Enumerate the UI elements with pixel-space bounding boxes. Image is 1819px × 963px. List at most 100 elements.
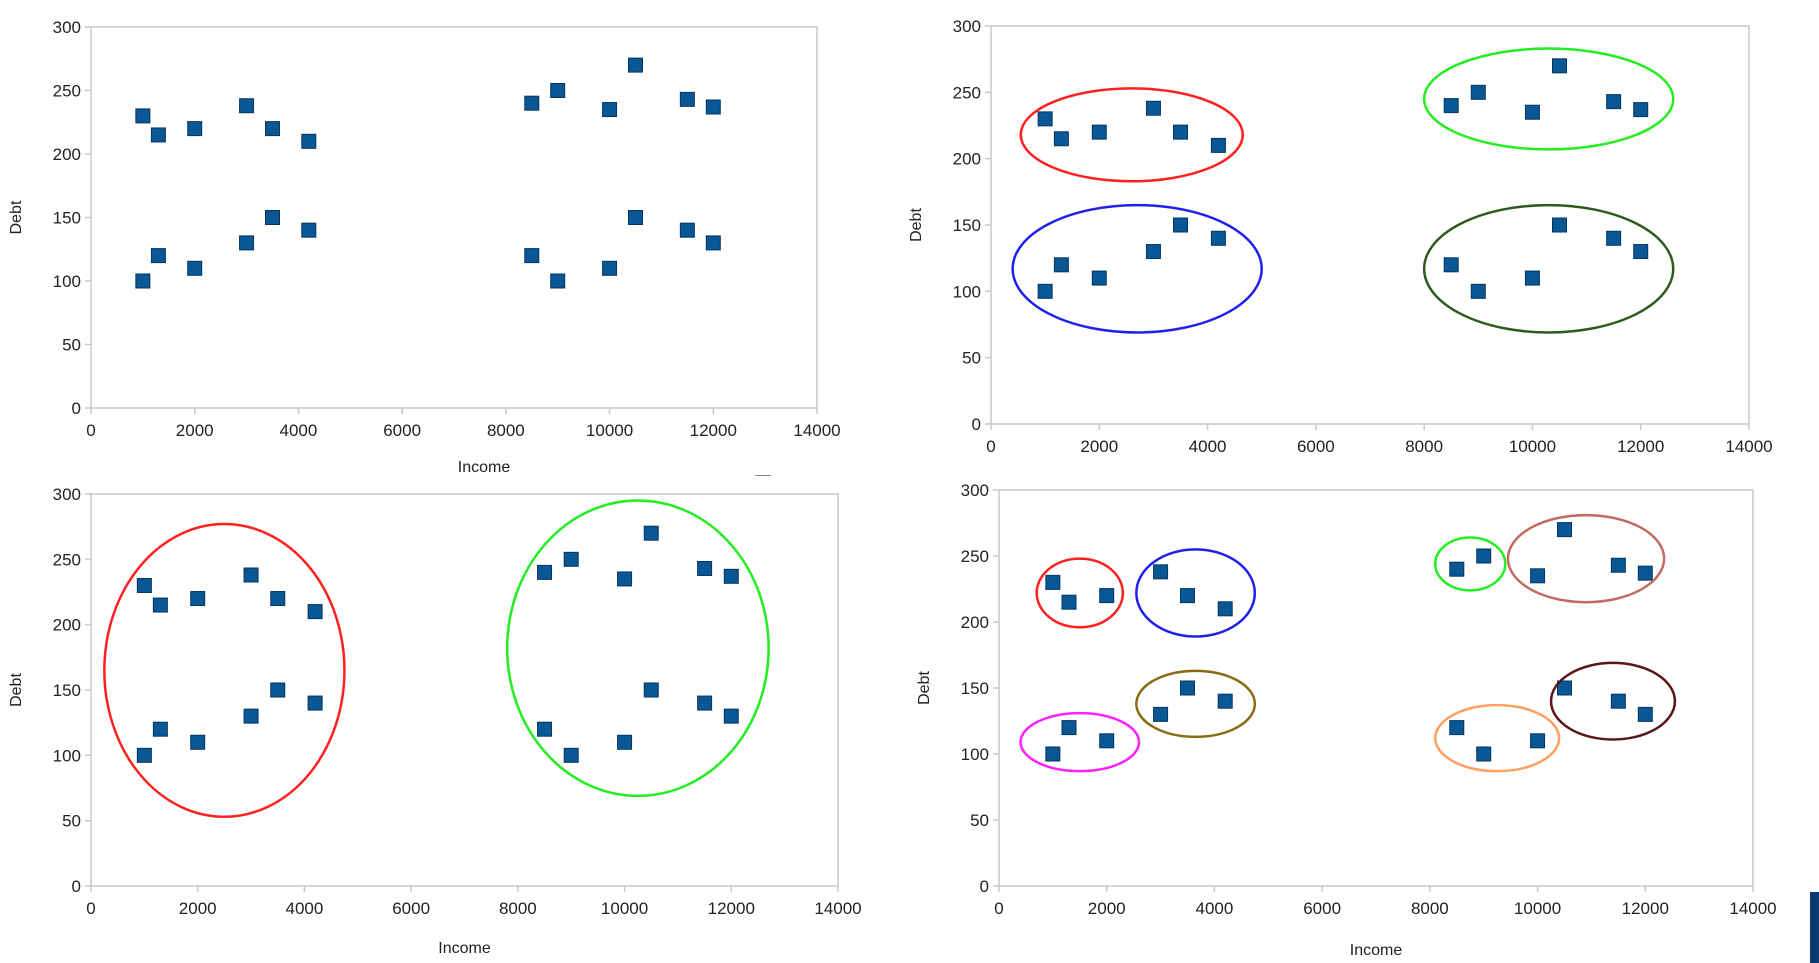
data-point [1443,257,1459,273]
x-tick-label: 2000 [1080,437,1118,456]
x-tick-label: 0 [86,421,95,440]
data-point [643,525,659,541]
edge-accent-bar [1810,892,1819,963]
data-point [136,747,152,763]
data-point [1606,94,1622,110]
y-axis-label: Debt [8,200,25,234]
x-tick-label: 12000 [690,421,737,440]
data-point [152,597,168,613]
x-tick-label: 0 [86,899,95,918]
y-axis-label: Debt [8,673,25,707]
data-point [187,260,203,276]
x-tick-label: 0 [986,437,995,456]
x-tick-label: 6000 [1297,437,1335,456]
x-tick-label: 2000 [176,421,214,440]
data-point [705,99,721,115]
x-tick-label: 4000 [280,421,318,440]
data-point [239,98,255,114]
y-tick-label: 250 [953,83,981,102]
y-tick-label: 100 [953,282,981,301]
cluster-ellipse [1506,513,1666,604]
data-point [1552,58,1567,74]
data-point [1053,131,1069,147]
data-point [243,567,259,583]
x-tick-label: 2000 [1088,899,1126,918]
data-point [187,121,203,137]
data-point [1173,217,1188,233]
data-point [1557,522,1572,538]
data-point [307,604,323,620]
stray-dash [755,475,771,476]
data-point [270,591,286,607]
y-tick-label: 300 [961,481,989,500]
plot-frame [90,493,839,887]
data-point [602,102,618,118]
data-point [524,248,540,264]
data-point [307,695,323,711]
data-point [697,695,713,711]
data-point [1606,230,1622,246]
data-point [1633,244,1649,260]
data-point [1443,98,1459,114]
data-point [1173,124,1188,140]
data-point [1524,104,1540,120]
data-point [1037,283,1053,299]
y-tick-label: 0 [980,877,989,896]
data-point [1061,594,1077,610]
data-point [1610,693,1626,709]
y-tick-label: 300 [53,485,81,504]
y-tick-label: 100 [961,745,989,764]
data-point [1045,746,1061,762]
y-axis-label: Debt [916,671,933,705]
cluster-ellipse [1549,661,1677,741]
y-axis-label: Debt [908,208,925,242]
x-tick-label: 12000 [1622,899,1669,918]
data-point [1091,270,1107,286]
data-point [1530,568,1546,584]
cluster-ellipse [1135,669,1257,739]
data-point [1180,588,1195,604]
cluster-ellipse [103,522,346,818]
data-point [190,591,206,607]
data-point [1470,84,1486,100]
cluster-ellipse [505,499,770,798]
y-tick-label: 200 [53,616,81,635]
data-point [537,564,553,580]
y-tick-label: 300 [953,17,981,36]
data-point [301,133,317,149]
x-axis-label: Income [458,459,511,476]
plot-frame [990,25,1750,425]
x-tick-label: 0 [994,899,1003,918]
data-point [190,734,206,750]
data-point [1153,564,1169,580]
y-tick-label: 200 [961,613,989,632]
data-point [1470,283,1486,299]
y-tick-label: 250 [53,550,81,569]
x-tick-label: 10000 [1509,437,1556,456]
y-tick-label: 50 [970,811,989,830]
data-point [1633,102,1649,118]
y-tick-label: 150 [53,209,81,228]
data-point [1099,733,1115,749]
data-point [135,273,151,289]
data-point [1180,680,1195,696]
data-point [243,708,259,724]
data-point [265,210,280,225]
x-tick-label: 8000 [499,899,537,918]
data-point [1637,706,1653,722]
data-point [1476,746,1492,762]
data-point [270,682,286,698]
data-point [537,721,553,737]
x-tick-label: 6000 [392,899,430,918]
y-tick-label: 250 [53,82,81,101]
data-point [563,747,579,763]
cluster-ellipse [1011,203,1263,334]
x-tick-label: 6000 [383,421,421,440]
x-tick-label: 12000 [1617,437,1664,456]
data-point [643,682,659,698]
x-tick-label: 8000 [487,421,525,440]
x-tick-label: 14000 [814,899,861,918]
y-tick-label: 150 [953,216,981,235]
data-point [617,571,633,587]
